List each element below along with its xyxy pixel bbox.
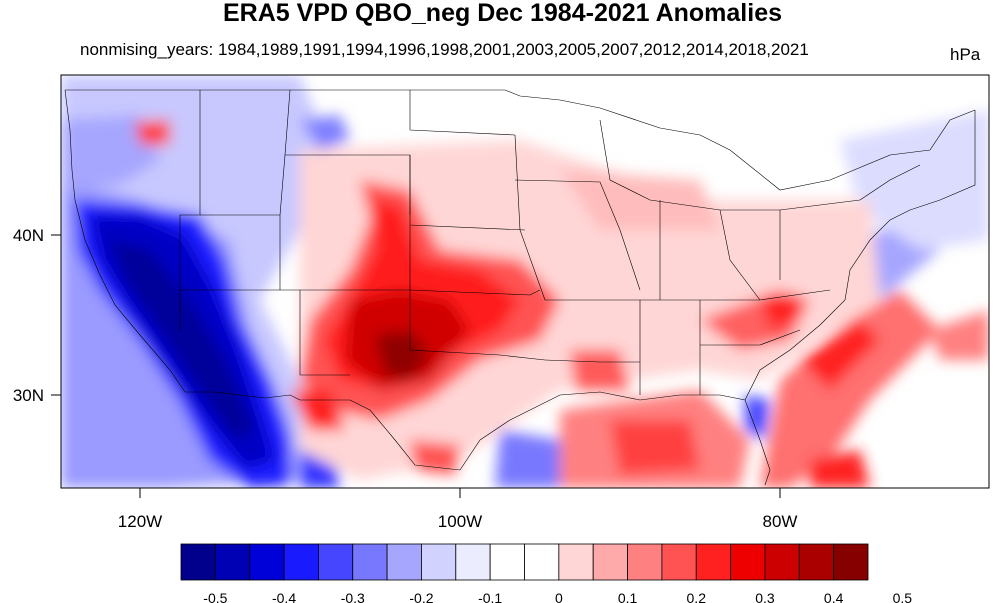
colorbar-swatch (386, 543, 422, 581)
colorbar-label: -0.5 (203, 590, 227, 603)
colorbar-swatch (317, 543, 354, 581)
colorbar-label: -0.2 (409, 590, 433, 603)
map-frame (60, 74, 990, 489)
x-tick-80w: 80W (763, 512, 798, 531)
y-tick-30n: 30N (13, 386, 44, 405)
x-tick-100w: 100W (438, 512, 482, 531)
colorbar-label: -0.3 (341, 590, 365, 603)
x-tick-120w: 120W (118, 512, 162, 531)
colorbar-label: 0.3 (755, 590, 775, 603)
colorbar-swatch (249, 543, 285, 581)
colorbar-swatch (730, 543, 766, 581)
map-subtitle: nonmising_years: 1984,1989,1991,1994,199… (80, 40, 809, 59)
colorbar-label: 0.2 (687, 590, 707, 603)
units-label: hPa (950, 45, 981, 64)
y-tick-40n: 40N (13, 226, 44, 245)
colorbar-swatch (661, 543, 697, 581)
colorbar-swatch (627, 543, 663, 581)
colorbar-swatch (489, 543, 525, 581)
map-title: ERA5 VPD QBO_neg Dec 1984-2021 Anomalies (222, 0, 783, 27)
colorbar-label: -0.1 (478, 590, 502, 603)
colorbar-label: 0.1 (618, 590, 638, 603)
colorbar-swatch (764, 543, 800, 581)
colorbar-swatch (421, 543, 457, 581)
colorbar-swatch (283, 543, 319, 581)
colorbar-swatch (180, 543, 216, 581)
colorbar-label: 0.5 (893, 590, 913, 603)
colorbar-label: 0.4 (824, 590, 844, 603)
anomaly-field (61, 75, 989, 488)
state-boundaries (64, 89, 976, 486)
colorbar-swatch (558, 543, 594, 581)
colorbar-swatch (695, 543, 731, 581)
colorbar-swatch (524, 543, 560, 581)
colorbar-swatch (214, 543, 251, 581)
colorbar-swatch (352, 543, 388, 581)
axis-ticks (51, 234, 781, 498)
colorbar-swatch (455, 543, 491, 581)
colorbar-swatch (592, 543, 628, 581)
colorbar: -0.5 -0.4 -0.3 -0.2 -0.1 0 0.1 0.2 0.3 0.4 0.5 (180, 543, 913, 603)
colorbar-swatch (833, 543, 869, 581)
colorbar-label: 0 (555, 590, 563, 603)
colorbar-swatch (798, 543, 835, 581)
colorbar-label: -0.4 (272, 590, 296, 603)
